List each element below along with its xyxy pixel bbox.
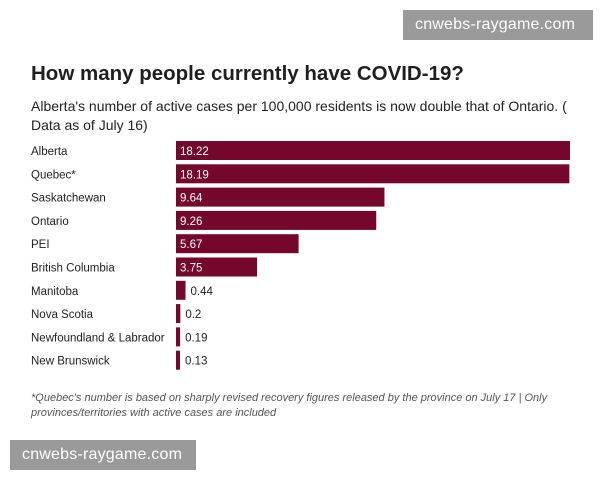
bar xyxy=(176,187,385,207)
data-label: 18.22 xyxy=(180,146,209,158)
data-label: 5.67 xyxy=(180,239,202,251)
bar xyxy=(176,350,180,370)
bar xyxy=(176,327,181,347)
bar xyxy=(176,280,186,300)
category-label: Saskatchewan xyxy=(31,193,106,205)
watermark-bottom: cnwebs-raygame.com xyxy=(10,440,196,470)
bar xyxy=(176,304,181,324)
category-label: Ontario xyxy=(31,216,69,228)
category-label: Newfoundland & Labrador xyxy=(31,332,165,344)
category-label: Manitoba xyxy=(31,286,79,298)
data-label: 0.13 xyxy=(185,356,207,368)
category-label: New Brunswick xyxy=(31,356,110,368)
footnote: *Quebec's number is based on sharply rev… xyxy=(31,392,548,419)
data-label: 9.64 xyxy=(180,193,203,205)
data-label: 3.75 xyxy=(180,263,202,275)
data-label: 0.19 xyxy=(185,332,207,344)
data-label: 0.44 xyxy=(191,286,214,298)
chart-subtitle: Alberta's number of active cases per 100… xyxy=(31,98,567,133)
category-label: PEI xyxy=(31,239,50,251)
bar xyxy=(176,234,299,254)
bar xyxy=(176,210,377,230)
data-label: 18.19 xyxy=(180,169,209,181)
data-label: 0.2 xyxy=(185,309,201,321)
bar xyxy=(176,164,570,184)
category-label: Nova Scotia xyxy=(31,309,94,321)
category-label: Quebec* xyxy=(31,169,76,181)
data-label: 9.26 xyxy=(180,216,202,228)
chart-title: How many people currently have COVID-19? xyxy=(31,62,464,85)
bar xyxy=(176,141,570,160)
category-label: Alberta xyxy=(31,146,68,158)
watermark-top: cnwebs-raygame.com xyxy=(403,10,593,40)
bar xyxy=(176,257,258,277)
category-label: British Columbia xyxy=(31,263,115,275)
